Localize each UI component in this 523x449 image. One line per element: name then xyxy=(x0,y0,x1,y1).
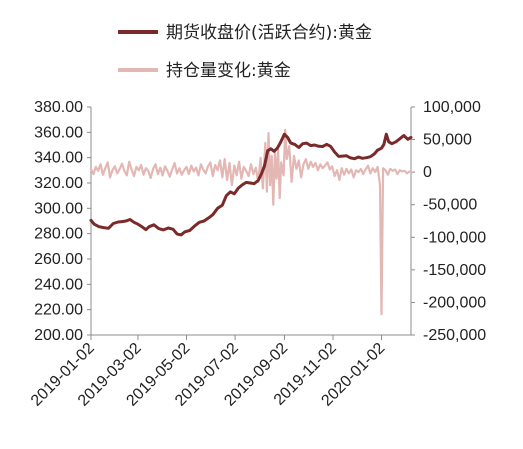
y-left-tick-label: 340.00 xyxy=(34,150,83,167)
y-right-tick-label: 100,000 xyxy=(423,99,481,116)
y-right-tick-label: 50,000 xyxy=(423,132,472,149)
y-right-tick-label: -250,000 xyxy=(423,327,486,344)
axes: 380.00 360.00 340.00 320.00 300.00 280.00 260.… xyxy=(28,99,486,410)
y-left-tick-label: 320.00 xyxy=(34,175,83,192)
y-right-tick-label: -200,000 xyxy=(423,294,486,311)
y-left-tick-label: 280.00 xyxy=(34,226,83,243)
legend-label-price: 期货收盘价(活跃合约):黄金 xyxy=(166,23,372,43)
y-right-tick-label: 0 xyxy=(423,164,432,181)
y-right-tick-label: -50,000 xyxy=(423,197,477,214)
legend-item-open-interest: 持仓量变化:黄金 xyxy=(118,61,291,81)
y-right-tick-label: -100,000 xyxy=(423,229,486,246)
series-line-price xyxy=(89,132,413,237)
y-left-tick-label: 380.00 xyxy=(34,99,83,116)
y-left-tick-label: 260.00 xyxy=(34,251,83,268)
y-left-tick-label: 200.00 xyxy=(34,327,83,344)
y-left-tick-label: 240.00 xyxy=(34,276,83,293)
series-line-open-interest xyxy=(89,128,413,316)
y-right-tick-label: -150,000 xyxy=(423,262,486,279)
legend-item-price: 期货收盘价(活跃合约):黄金 xyxy=(118,23,372,43)
y-left-tick-label: 360.00 xyxy=(34,124,83,141)
series-layer xyxy=(89,128,413,316)
y-left-tick-label: 300.00 xyxy=(34,200,83,217)
legend-label-open-interest: 持仓量变化:黄金 xyxy=(166,61,291,81)
y-left-tick-label: 220.00 xyxy=(34,302,83,319)
legend: 期货收盘价(活跃合约):黄金 持仓量变化:黄金 xyxy=(118,23,372,81)
